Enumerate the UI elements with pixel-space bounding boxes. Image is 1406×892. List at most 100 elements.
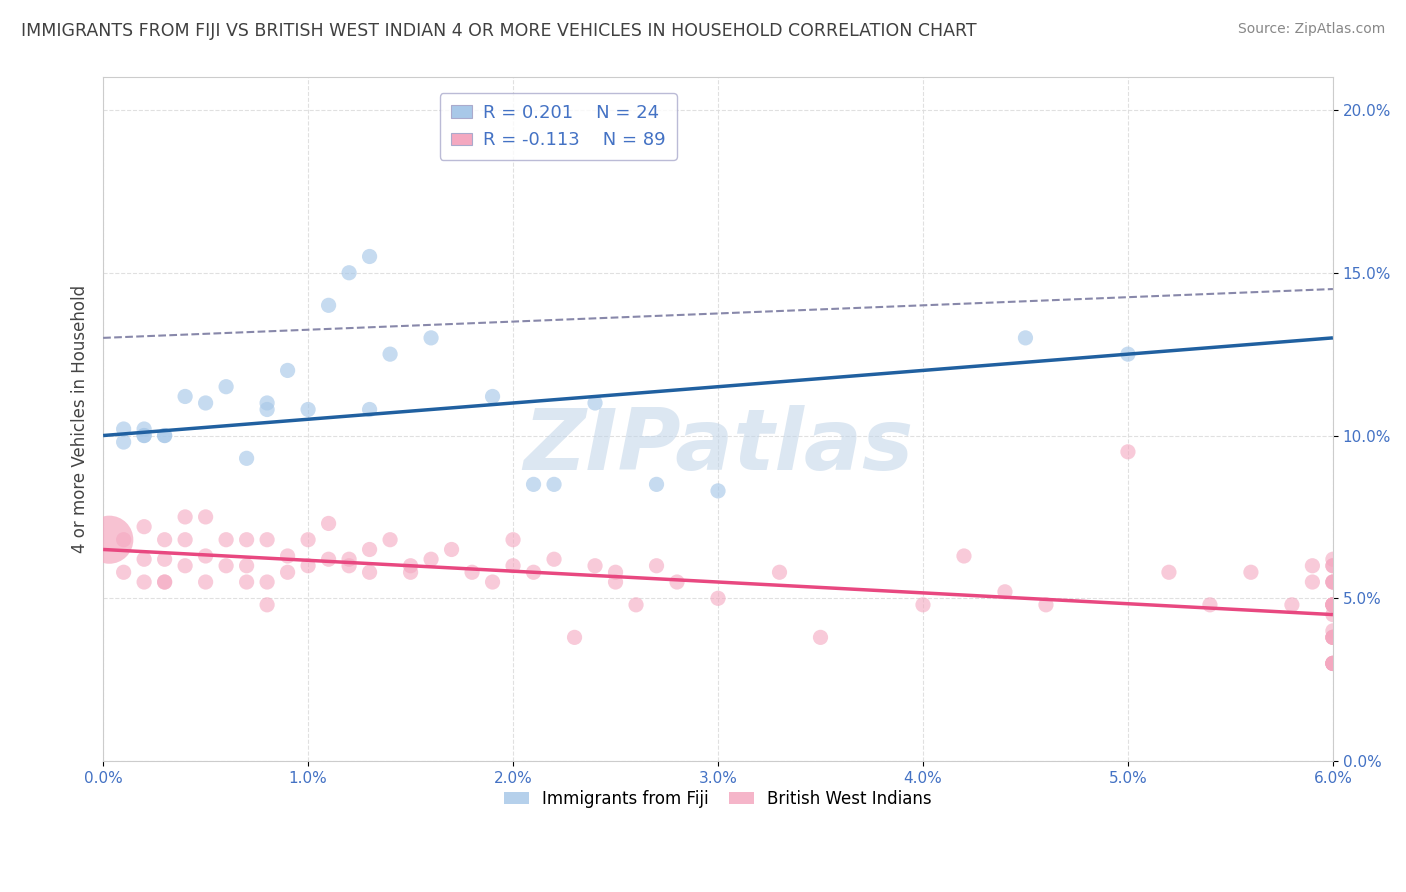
Point <box>543 477 565 491</box>
Point <box>215 533 238 547</box>
Point <box>215 558 238 573</box>
Point <box>420 331 443 345</box>
Point <box>235 574 257 589</box>
Point <box>359 250 381 264</box>
Point <box>134 422 156 436</box>
Point <box>953 549 976 563</box>
Point <box>1035 598 1057 612</box>
Point <box>256 533 278 547</box>
Point <box>174 389 197 403</box>
Point <box>624 598 647 612</box>
Point <box>235 451 257 466</box>
Point <box>112 435 135 450</box>
Point <box>1157 566 1180 580</box>
Point <box>297 402 319 417</box>
Point <box>1199 598 1222 612</box>
Point <box>1322 631 1344 645</box>
Point <box>318 516 340 531</box>
Point <box>1322 657 1344 671</box>
Text: ZIPatlas: ZIPatlas <box>523 405 912 488</box>
Point <box>1322 657 1344 671</box>
Point <box>318 552 340 566</box>
Point <box>134 574 156 589</box>
Point <box>378 533 401 547</box>
Point <box>1322 624 1344 638</box>
Point <box>707 591 730 606</box>
Point <box>1322 657 1344 671</box>
Point <box>1301 558 1323 573</box>
Point <box>645 477 668 491</box>
Point <box>1322 631 1344 645</box>
Point <box>666 574 689 589</box>
Point <box>256 396 278 410</box>
Point <box>174 558 197 573</box>
Point <box>337 552 360 566</box>
Point <box>256 574 278 589</box>
Point <box>399 558 422 573</box>
Point <box>810 631 832 645</box>
Point <box>1322 598 1344 612</box>
Point <box>297 558 319 573</box>
Point <box>1281 598 1303 612</box>
Point <box>153 574 176 589</box>
Legend: Immigrants from Fiji, British West Indians: Immigrants from Fiji, British West India… <box>498 783 939 814</box>
Point <box>1322 657 1344 671</box>
Point <box>583 558 606 573</box>
Point <box>502 558 524 573</box>
Point <box>318 298 340 312</box>
Point <box>1322 574 1344 589</box>
Point <box>153 428 176 442</box>
Point <box>1322 657 1344 671</box>
Point <box>1322 574 1344 589</box>
Point <box>1322 552 1344 566</box>
Point <box>194 396 217 410</box>
Point <box>1322 631 1344 645</box>
Point <box>153 533 176 547</box>
Point <box>297 533 319 547</box>
Point <box>153 552 176 566</box>
Point <box>1322 598 1344 612</box>
Point <box>1322 607 1344 622</box>
Point <box>461 566 484 580</box>
Point <box>543 552 565 566</box>
Point <box>1322 574 1344 589</box>
Point <box>277 549 299 563</box>
Point <box>112 422 135 436</box>
Point <box>1322 598 1344 612</box>
Point <box>1322 598 1344 612</box>
Point <box>359 566 381 580</box>
Point <box>134 428 156 442</box>
Point <box>235 533 257 547</box>
Point <box>378 347 401 361</box>
Point <box>134 519 156 533</box>
Point <box>359 402 381 417</box>
Point <box>134 552 156 566</box>
Point <box>256 598 278 612</box>
Point <box>1014 331 1036 345</box>
Text: IMMIGRANTS FROM FIJI VS BRITISH WEST INDIAN 4 OR MORE VEHICLES IN HOUSEHOLD CORR: IMMIGRANTS FROM FIJI VS BRITISH WEST IND… <box>21 22 977 40</box>
Point <box>153 428 176 442</box>
Point <box>911 598 934 612</box>
Point <box>481 389 503 403</box>
Point <box>440 542 463 557</box>
Point <box>256 402 278 417</box>
Point <box>337 266 360 280</box>
Point <box>645 558 668 573</box>
Point <box>1301 574 1323 589</box>
Point <box>564 631 586 645</box>
Point <box>1116 347 1139 361</box>
Point <box>1322 657 1344 671</box>
Point <box>235 558 257 573</box>
Point <box>215 380 238 394</box>
Point <box>134 428 156 442</box>
Point <box>194 510 217 524</box>
Point <box>605 574 627 589</box>
Point <box>1322 598 1344 612</box>
Point <box>768 566 790 580</box>
Point <box>994 584 1017 599</box>
Point <box>1116 445 1139 459</box>
Point <box>1240 566 1263 580</box>
Point <box>277 566 299 580</box>
Point <box>174 510 197 524</box>
Point <box>502 533 524 547</box>
